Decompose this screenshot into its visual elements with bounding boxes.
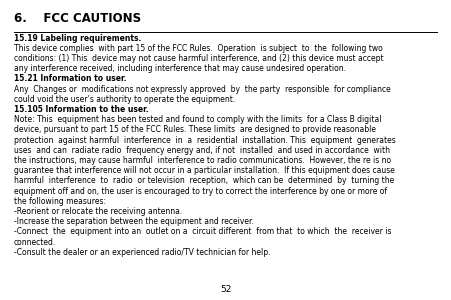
Text: 15.105 Information to the user.: 15.105 Information to the user. [14,105,148,114]
Text: 15.21 Information to user.: 15.21 Information to user. [14,74,126,83]
Text: uses  and can  radiate radio  frequency energy and, if not  installed  and used : uses and can radiate radio frequency ene… [14,146,390,155]
Text: protection  against harmful  interference  in  a  residential  installation. Thi: protection against harmful interference … [14,136,395,145]
Text: equipment off and on, the user is encouraged to try to correct the interference : equipment off and on, the user is encour… [14,187,387,196]
Text: guarantee that interference will not occur in a particular installation.  If thi: guarantee that interference will not occ… [14,166,395,175]
Text: -Connect  the  equipment into an  outlet on a  circuit different  from that  to : -Connect the equipment into an outlet on… [14,227,391,236]
Text: harmful  interference  to  radio  or television  reception,  which can be  deter: harmful interference to radio or televis… [14,176,394,185]
Text: conditions: (1) This  device may not cause harmful interference, and (2) this de: conditions: (1) This device may not caus… [14,54,383,63]
Text: connected.: connected. [14,238,56,247]
Text: -Reorient or relocate the receiving antenna.: -Reorient or relocate the receiving ante… [14,207,182,216]
Text: any interference received, including interference that may cause undesired opera: any interference received, including int… [14,64,345,73]
Text: 52: 52 [220,285,231,294]
Text: Any  Changes or  modifications not expressly approved  by  the party  responsibl: Any Changes or modifications not express… [14,85,390,94]
Text: the instructions, may cause harmful  interference to radio communications.  Howe: the instructions, may cause harmful inte… [14,156,391,165]
Text: Note: This  equipment has been tested and found to comply with the limits  for a: Note: This equipment has been tested and… [14,115,381,124]
Text: could void the user’s authority to operate the equipment.: could void the user’s authority to opera… [14,95,235,104]
Text: This device complies  with part 15 of the FCC Rules.  Operation  is subject  to : This device complies with part 15 of the… [14,44,382,53]
Text: device, pursuant to part 15 of the FCC Rules. These limits  are designed to prov: device, pursuant to part 15 of the FCC R… [14,125,376,134]
Text: the following measures:: the following measures: [14,197,106,206]
Text: -Increase the separation between the equipment and receiver.: -Increase the separation between the equ… [14,217,253,226]
Text: -Consult the dealer or an experienced radio/TV technician for help.: -Consult the dealer or an experienced ra… [14,248,270,257]
Text: 15.19 Labeling requirements.: 15.19 Labeling requirements. [14,34,141,43]
Text: 6.    FCC CAUTIONS: 6. FCC CAUTIONS [14,12,141,25]
